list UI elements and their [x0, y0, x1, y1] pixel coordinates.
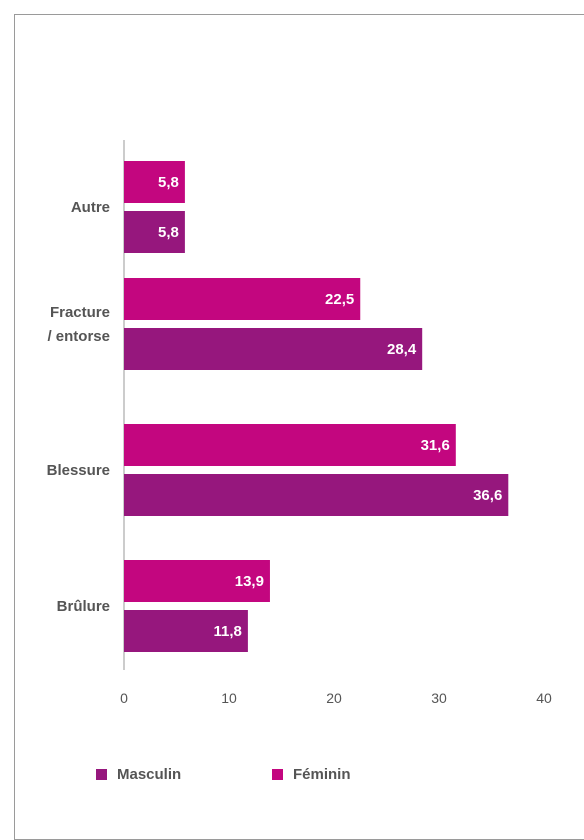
legend-swatch-masculin: [96, 769, 107, 780]
bar-blessure-feminin: [124, 424, 456, 466]
data-label-blessure-masculin: 36,6: [473, 487, 502, 504]
x-tick-label-10: 10: [221, 690, 237, 706]
bar-autre-masculin: [124, 211, 185, 253]
data-label-autre-masculin: 5,8: [158, 224, 179, 241]
category-label-autre: Autre: [71, 199, 110, 216]
category-label-blessure: Blessure: [47, 462, 110, 479]
data-label-fracture-entorse-feminin: 22,5: [325, 291, 354, 308]
bar-fracture-entorse-masculin: [124, 328, 423, 370]
data-label-autre-feminin: 5,8: [158, 174, 179, 191]
x-tick-label-0: 0: [120, 690, 128, 706]
category-label-line: Autre: [71, 199, 110, 216]
x-tick-label-40: 40: [536, 690, 552, 706]
legend-item-feminin: Féminin: [272, 766, 351, 783]
data-label-brulure-feminin: 13,9: [235, 573, 264, 590]
bar-blessure-masculin: [124, 474, 509, 516]
category-label-fracture-entorse: Fracture / entorse: [47, 304, 110, 345]
category-label-brulure: Brûlure: [57, 598, 110, 615]
x-tick-label-30: 30: [431, 690, 447, 706]
category-label-line: Brûlure: [57, 598, 110, 615]
bar-brulure-feminin: [124, 560, 270, 602]
legend-item-masculin: Masculin: [96, 766, 181, 783]
data-label-blessure-feminin: 31,6: [421, 437, 450, 454]
data-label-brulure-masculin: 11,8: [214, 623, 242, 640]
legend-label-feminin: Féminin: [293, 766, 351, 783]
bar-fracture-entorse-feminin: [124, 278, 361, 320]
category-label-line: Fracture: [50, 304, 110, 321]
legend-swatch-feminin: [272, 769, 283, 780]
data-label-fracture-entorse-masculin: 28,4: [387, 341, 417, 358]
category-label-line: / entorse: [47, 328, 110, 345]
bar-brulure-masculin: [124, 610, 248, 652]
legend-label-masculin: Masculin: [117, 766, 182, 783]
x-tick-label-20: 20: [326, 690, 342, 706]
category-label-line: Blessure: [47, 462, 110, 479]
bar-autre-feminin: [124, 161, 185, 203]
